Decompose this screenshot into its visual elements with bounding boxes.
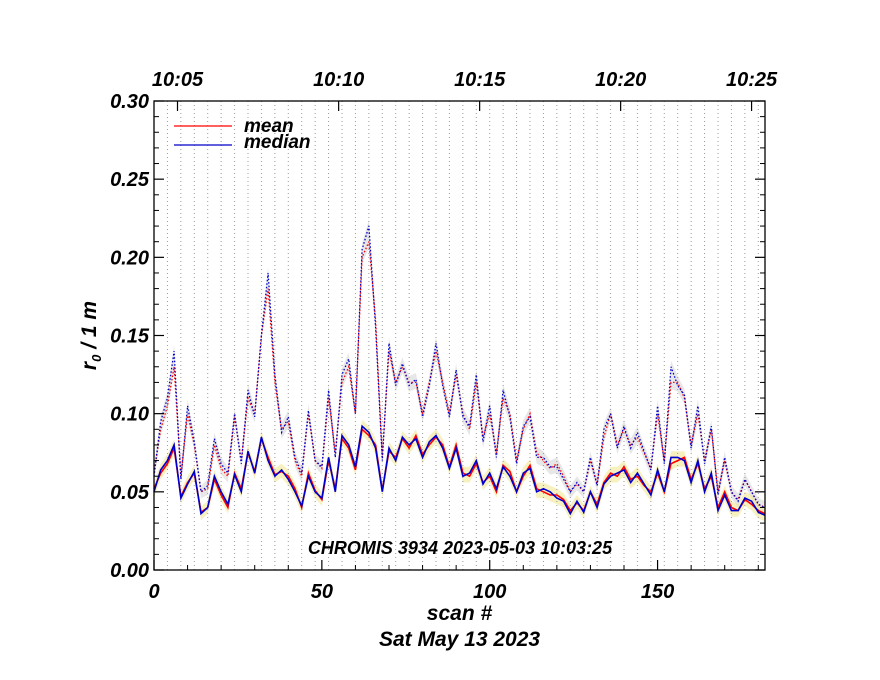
legend: mean median (174, 116, 311, 153)
top-axis-tick-label: 10:10 (313, 69, 364, 91)
y-tick-label: 0.30 (110, 91, 149, 113)
top-axis-tick-label: 10:25 (726, 69, 778, 91)
y-tick-label: 0.25 (110, 169, 150, 191)
series-lines (153, 225, 766, 517)
y-axis-title-suffix: / 1 m (78, 301, 101, 355)
y-axis-title-subscript: 0 (89, 354, 104, 362)
legend-median-label: median (244, 132, 311, 153)
y-tick-label: 0.05 (110, 482, 150, 504)
y-axis-title-main: r (78, 360, 101, 370)
y-axis-title: r0 / 1 m (78, 301, 104, 370)
median-line (153, 424, 766, 517)
y-tick-label: 0.00 (110, 560, 149, 582)
top-axis-tick-label: 10:05 (152, 69, 204, 91)
y-tick-label: 0.10 (110, 404, 149, 426)
y-tick-label: 0.15 (110, 326, 150, 348)
axis-ticks (153, 100, 765, 571)
legend-mean-label: mean (244, 116, 294, 137)
x-tick-label: 150 (641, 581, 674, 603)
mean-upper-line (153, 241, 766, 509)
top-axis-tick-label: 10:15 (454, 69, 506, 91)
spread-bands (154, 219, 765, 522)
x-tick-label: 0 (148, 581, 159, 603)
median-upper-line (153, 225, 766, 509)
x-tick-label: 100 (473, 581, 506, 603)
date-label: Sat May 13 2023 (379, 628, 540, 651)
vertical-gridlines (166, 101, 759, 570)
tick-labels: 0.00 0.05 0.10 0.15 0.20 0.25 0.30 0 50 100 150 10:… (110, 69, 778, 603)
chart-annotation: CHROMIS 3934 2023-05-03 10:03:25 (308, 538, 613, 558)
top-axis-tick-label: 10:20 (595, 69, 646, 91)
x-axis-title: scan # (427, 602, 493, 625)
x-tick-label: 50 (311, 581, 333, 603)
lower-spread-band (154, 419, 765, 522)
plot-frame (153, 100, 766, 571)
y-tick-label: 0.20 (110, 247, 149, 269)
